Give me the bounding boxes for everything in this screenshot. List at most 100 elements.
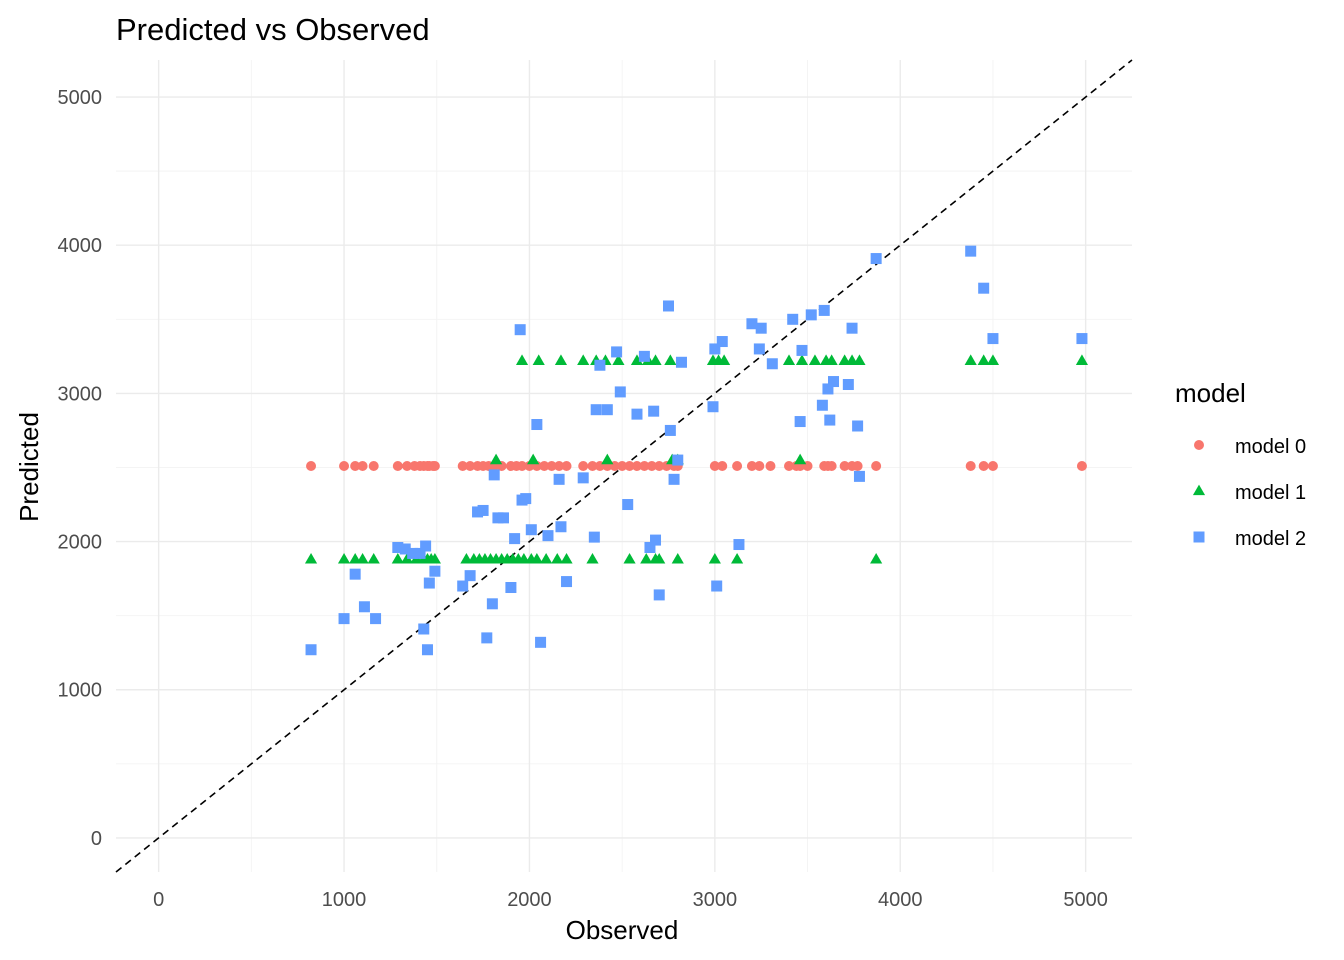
data-point	[987, 461, 998, 471]
data-point	[753, 343, 765, 355]
data-point	[623, 552, 636, 564]
y-axis-title: Predicted	[14, 412, 44, 522]
data-point	[414, 547, 426, 559]
data-point	[540, 552, 553, 564]
data-point	[586, 552, 599, 564]
data-point	[718, 354, 731, 365]
data-point	[429, 461, 440, 471]
data-point	[782, 354, 796, 365]
data-point	[402, 461, 413, 471]
data-point	[339, 461, 350, 471]
data-point	[418, 623, 430, 635]
data-point	[542, 530, 554, 542]
data-point	[539, 461, 550, 471]
data-point	[614, 386, 626, 398]
data-point	[367, 552, 380, 564]
data-point	[644, 541, 656, 553]
data-point	[588, 531, 600, 543]
data-point	[839, 461, 850, 471]
data-point	[709, 343, 721, 355]
data-point	[525, 524, 537, 536]
data-point	[708, 552, 721, 564]
data-point	[578, 461, 589, 471]
data-point	[590, 404, 602, 416]
data-point	[808, 354, 822, 365]
data-point	[671, 552, 684, 564]
data-point	[617, 461, 628, 471]
data-point	[787, 313, 799, 325]
data-point	[653, 589, 665, 601]
legend-label: model 2	[1235, 528, 1306, 550]
data-point	[392, 461, 403, 471]
data-point	[965, 245, 977, 257]
data-point	[1075, 354, 1089, 365]
legend-key	[1193, 531, 1205, 543]
data-point	[305, 644, 317, 656]
data-point	[356, 552, 369, 564]
data-point	[546, 461, 557, 471]
data-point	[553, 473, 565, 485]
data-point	[423, 577, 435, 589]
data-point	[407, 547, 419, 559]
data-point	[662, 300, 674, 312]
data-point	[852, 420, 864, 432]
data-point	[796, 344, 808, 356]
data-point	[977, 354, 990, 365]
data-point	[594, 359, 606, 371]
legend-key	[1194, 440, 1204, 450]
data-point	[577, 472, 589, 484]
data-point	[391, 552, 404, 564]
legend-item: model 0	[1194, 436, 1306, 458]
data-point	[871, 461, 882, 471]
data-point	[964, 354, 977, 365]
chart-title: Predicted vs Observed	[116, 12, 430, 47]
x-axis-title: Observed	[566, 915, 679, 945]
data-point	[826, 461, 837, 471]
data-point	[853, 354, 866, 365]
data-point	[824, 414, 836, 426]
data-point	[638, 350, 650, 362]
data-point	[649, 354, 662, 365]
data-point	[978, 461, 989, 471]
x-tick-label: 4000	[878, 889, 923, 911]
data-point	[399, 543, 411, 555]
data-point	[646, 461, 657, 471]
data-point	[640, 552, 653, 564]
data-point	[822, 383, 834, 395]
data-point	[716, 336, 728, 348]
data-point	[338, 613, 350, 625]
data-point	[465, 461, 476, 471]
series-model-0	[306, 461, 1087, 471]
data-point	[561, 576, 573, 588]
x-tick-label: 2000	[507, 889, 552, 911]
y-tick-label: 5000	[58, 87, 103, 109]
data-point	[304, 552, 318, 564]
data-point	[358, 601, 370, 613]
data-point	[505, 582, 517, 594]
series-model-2	[305, 245, 1088, 656]
data-point	[853, 470, 865, 482]
data-point	[622, 499, 634, 511]
legend-label: model 1	[1235, 482, 1306, 504]
data-point	[357, 461, 368, 471]
data-point	[497, 512, 509, 524]
data-point	[509, 533, 521, 545]
data-point	[349, 568, 361, 580]
data-point	[428, 552, 441, 564]
data-point	[870, 253, 882, 265]
data-point	[816, 399, 828, 411]
data-point	[532, 354, 545, 365]
y-tick-label: 1000	[58, 680, 103, 702]
y-tick-label: 4000	[58, 235, 103, 257]
legend-label: model 0	[1235, 436, 1306, 458]
data-point	[601, 404, 613, 416]
data-point	[429, 565, 441, 577]
data-point	[535, 636, 547, 648]
data-point	[664, 424, 676, 436]
data-point	[746, 461, 757, 471]
data-point	[457, 461, 468, 471]
data-point	[754, 461, 765, 471]
data-point	[421, 644, 433, 656]
data-point	[370, 613, 382, 625]
